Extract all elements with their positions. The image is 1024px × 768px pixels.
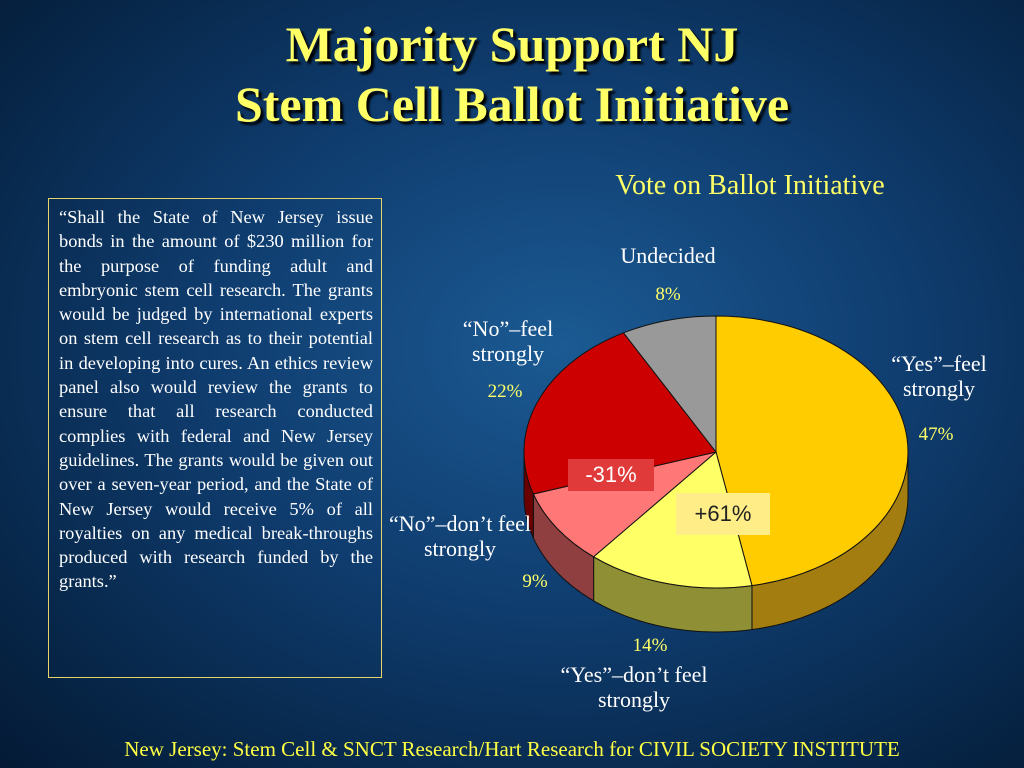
net-no-badge: -31% — [568, 459, 654, 491]
ballot-question-box: “Shall the State of New Jersey issue bon… — [48, 198, 382, 678]
slice-label-undecided: Undecided — [620, 243, 716, 268]
slice-value-no-strong: 22% — [487, 381, 523, 402]
ballot-question-text: “Shall the State of New Jersey issue bon… — [59, 207, 373, 592]
slice-label-no-strong: “No”–feel strongly — [462, 316, 554, 366]
chart-title: Vote on Ballot Initiative — [615, 170, 885, 201]
pie-slice-no-don-t-feel-strongly — [532, 451, 717, 558]
pie-slice-no-feel-strongly — [523, 332, 717, 495]
pie-slice-yes-don-t-feel-strongly — [592, 451, 753, 589]
source-footnote: New Jersey: Stem Cell & SNCT Research/Ha… — [124, 737, 900, 761]
slice-label-no-weak: “No”–don’t feel strongly — [389, 511, 531, 561]
net-yes-badge: +61% — [676, 493, 770, 535]
slice-value-yes-strong: 47% — [918, 424, 954, 445]
slice-value-yes-weak: 14% — [632, 635, 668, 656]
slice-label-yes-strong: “Yes”–feel strongly — [891, 351, 987, 401]
pie-slice-undecided — [622, 315, 717, 454]
slice-value-no-weak: 9% — [522, 571, 548, 592]
title-line-1: Majority Support NJ — [285, 16, 739, 72]
slice-value-undecided: 8% — [655, 284, 681, 305]
slice-label-yes-weak: “Yes”–don’t feel strongly — [560, 662, 708, 712]
title-line-2: Stem Cell Ballot Initiative — [234, 76, 790, 132]
